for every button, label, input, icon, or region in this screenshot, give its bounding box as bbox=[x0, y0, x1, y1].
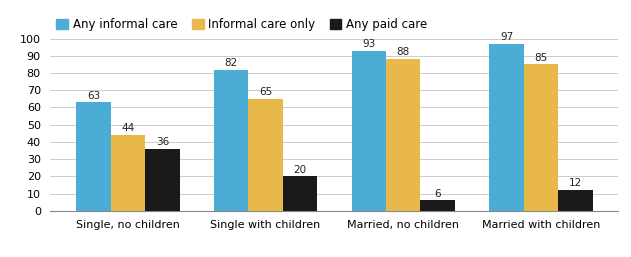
Bar bbox=[386, 59, 420, 211]
Bar bbox=[145, 149, 180, 211]
Text: 97: 97 bbox=[500, 32, 513, 42]
Bar bbox=[489, 44, 524, 211]
Text: 82: 82 bbox=[225, 58, 238, 68]
Bar bbox=[283, 176, 317, 211]
Text: 93: 93 bbox=[362, 39, 375, 49]
Text: 65: 65 bbox=[259, 87, 272, 97]
Text: 44: 44 bbox=[121, 123, 134, 133]
Text: 85: 85 bbox=[534, 53, 548, 63]
Text: 36: 36 bbox=[156, 137, 169, 147]
Bar bbox=[351, 51, 386, 211]
Bar bbox=[249, 99, 283, 211]
Bar bbox=[110, 135, 145, 211]
Text: 88: 88 bbox=[397, 48, 410, 58]
Legend: Any informal care, Informal care only, Any paid care: Any informal care, Informal care only, A… bbox=[56, 18, 427, 31]
Text: 6: 6 bbox=[434, 189, 441, 199]
Text: 12: 12 bbox=[569, 178, 582, 188]
Bar bbox=[214, 70, 249, 211]
Text: 63: 63 bbox=[87, 90, 100, 100]
Bar bbox=[558, 190, 593, 211]
Bar bbox=[420, 200, 455, 211]
Bar bbox=[76, 102, 110, 211]
Text: 20: 20 bbox=[293, 164, 307, 175]
Bar bbox=[524, 64, 558, 211]
